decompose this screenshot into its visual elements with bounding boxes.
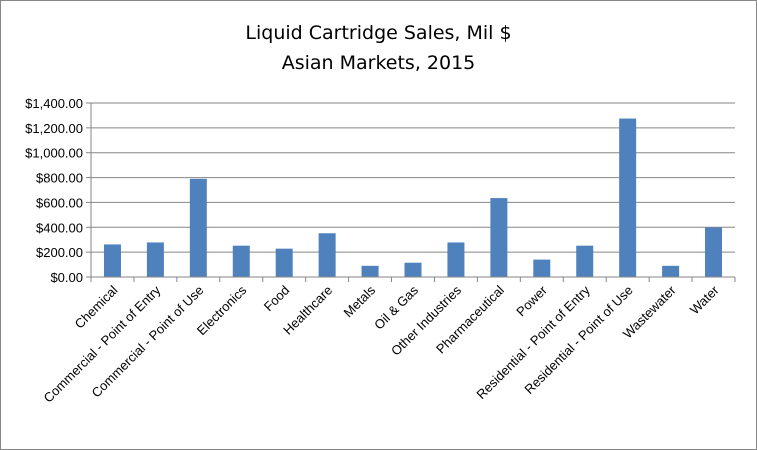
y-tick-label: $400.00 (36, 220, 83, 235)
bar (189, 178, 207, 277)
x-tick-label: Metals (341, 282, 379, 320)
bar (361, 265, 379, 277)
x-tick-label: Power (513, 282, 550, 319)
chart-title: Liquid Cartridge Sales, Mil $ (245, 22, 512, 44)
bar (232, 245, 250, 277)
y-tick-label: $600.00 (36, 195, 83, 210)
bar (275, 248, 293, 277)
bar (103, 244, 121, 277)
bar (533, 259, 551, 277)
bar (404, 262, 422, 277)
x-tick-label: Food (261, 283, 293, 315)
bars (103, 118, 723, 278)
bar (447, 242, 465, 277)
y-axis-ticks: $0.00 $200.00 $400.00 $600.00 $800.00 $1,000.… (25, 96, 91, 285)
bar (705, 227, 723, 277)
y-tick-label: $1,000.00 (25, 146, 83, 161)
y-tick-label: $200.00 (36, 245, 83, 260)
y-tick-label: $0.00 (50, 270, 83, 285)
y-tick-label: $800.00 (36, 171, 83, 186)
y-tick-label: $1,400.00 (25, 96, 83, 111)
bar (619, 118, 637, 278)
gridlines (91, 102, 735, 253)
bar (318, 233, 336, 277)
chart-subtitle: Asian Markets, 2015 (281, 52, 476, 74)
bar (490, 198, 508, 277)
bar (662, 265, 680, 277)
bar (576, 245, 594, 277)
x-tick-label: Water (687, 282, 722, 317)
bar (146, 242, 164, 277)
y-tick-label: $1,200.00 (25, 121, 83, 136)
axes (90, 103, 736, 282)
